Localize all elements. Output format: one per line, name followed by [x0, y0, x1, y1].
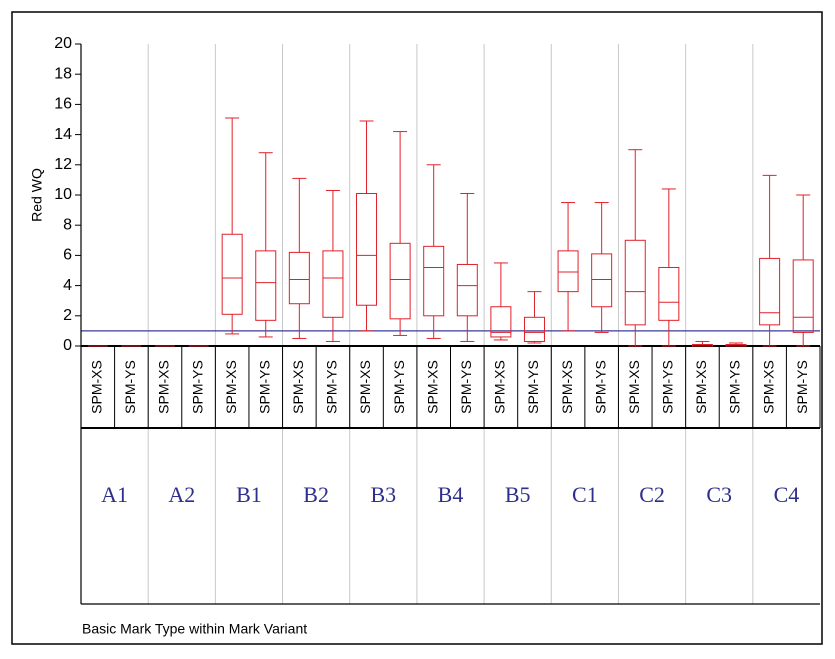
y-tick-label: 10: [54, 186, 72, 203]
y-tick-label: 6: [63, 247, 72, 264]
x-tick-label: SPM-YS: [391, 360, 407, 414]
y-axis-label: Red WQ: [29, 168, 45, 222]
y-tick-label: 18: [54, 65, 72, 82]
box: [591, 253, 613, 308]
box: [624, 239, 646, 326]
box: [557, 250, 579, 293]
x-tick-label: SPM-XS: [693, 360, 709, 414]
x-tick-label: SPM-XS: [424, 360, 440, 414]
group-label: B4: [438, 482, 464, 507]
group-label: A2: [168, 482, 195, 507]
x-tick-label: SPM-YS: [122, 360, 138, 414]
x-tick-label: SPM-YS: [189, 360, 205, 414]
group-label: C2: [639, 482, 665, 507]
x-tick-label: SPM-XS: [559, 360, 575, 414]
box: [288, 251, 310, 305]
group-label: C3: [706, 482, 732, 507]
y-tick-label: 0: [63, 337, 72, 354]
group-label: B2: [303, 482, 329, 507]
x-tick-label: SPM-YS: [256, 360, 272, 414]
box: [356, 192, 378, 306]
box: [490, 306, 512, 338]
x-tick-label: SPM-XS: [156, 360, 172, 414]
x-tick-label: SPM-YS: [592, 360, 608, 414]
x-tick-label: SPM-YS: [727, 360, 743, 414]
x-axis-label: Basic Mark Type within Mark Variant: [82, 621, 307, 637]
y-tick-label: 20: [54, 35, 72, 52]
y-tick-label: 16: [54, 96, 72, 113]
frame: [11, 11, 823, 645]
y-tick-label: 14: [54, 126, 72, 143]
y-tick-label: 4: [63, 277, 72, 294]
box: [658, 266, 680, 321]
x-tick-label: SPM-XS: [88, 360, 104, 414]
box: [389, 242, 411, 320]
box: [221, 233, 243, 315]
group-label: A1: [101, 482, 128, 507]
x-tick-label: SPM-XS: [626, 360, 642, 414]
x-tick-label: SPM-YS: [660, 360, 676, 414]
box: [792, 259, 814, 333]
x-tick-label: SPM-YS: [525, 360, 541, 414]
x-tick-label: SPM-XS: [357, 360, 373, 414]
box: [423, 245, 445, 317]
x-tick-label: SPM-XS: [290, 360, 306, 414]
y-tick-label: 2: [63, 307, 72, 324]
group-label: B3: [370, 482, 396, 507]
group-label: B5: [505, 482, 531, 507]
box: [523, 316, 545, 342]
x-tick-label: SPM-XS: [223, 360, 239, 414]
x-tick-label: SPM-YS: [458, 360, 474, 414]
group-label: B1: [236, 482, 262, 507]
y-tick-label: 8: [63, 216, 72, 233]
x-tick-label: SPM-XS: [492, 360, 508, 414]
group-label: C1: [572, 482, 598, 507]
box: [456, 263, 478, 317]
box: [255, 250, 277, 321]
x-tick-label: SPM-YS: [794, 360, 810, 414]
group-label: C4: [774, 482, 800, 507]
x-tick-label: SPM-XS: [760, 360, 776, 414]
x-tick-label: SPM-YS: [324, 360, 340, 414]
y-tick-label: 12: [54, 156, 72, 173]
box: [759, 257, 781, 326]
box: [322, 250, 344, 318]
